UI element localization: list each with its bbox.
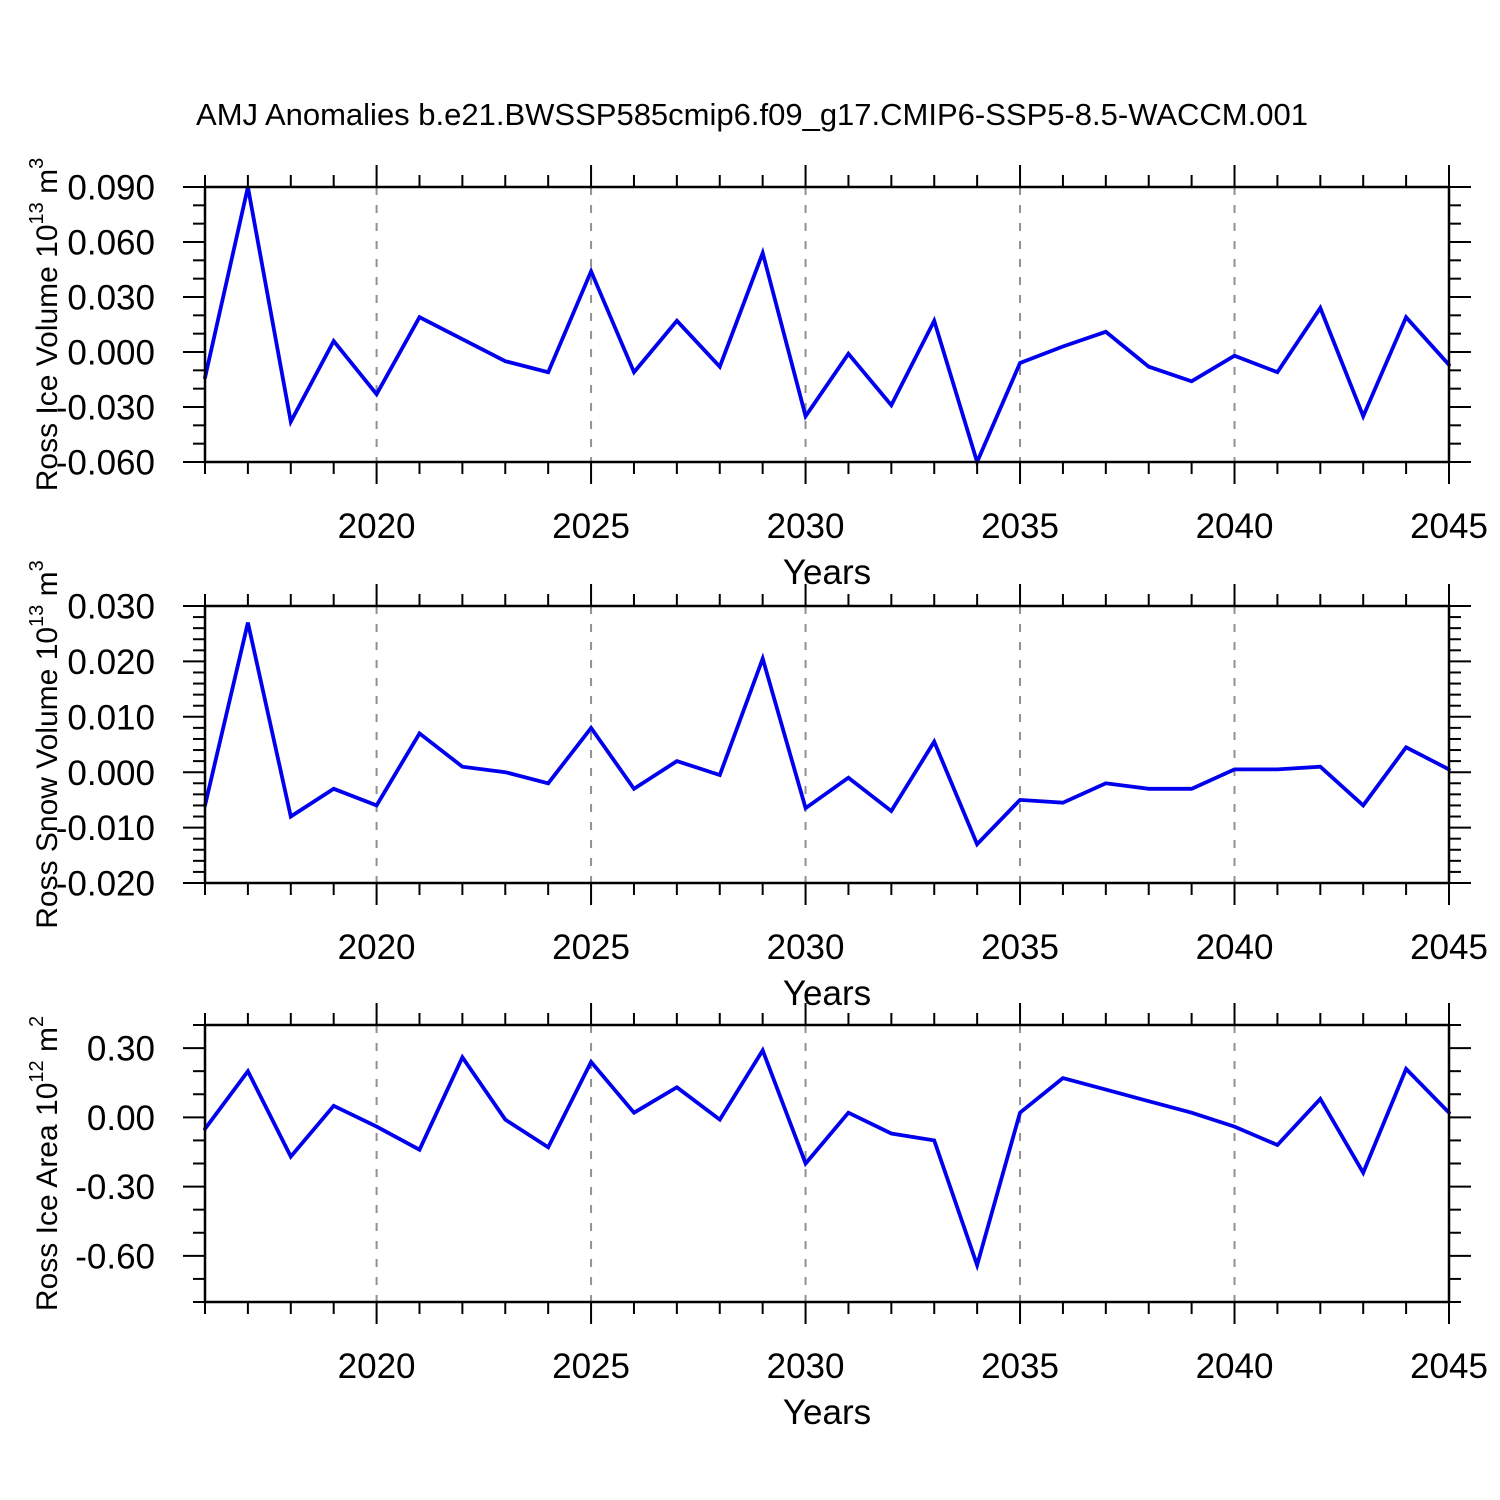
y-tick-label: 0.020 (67, 643, 155, 682)
y-axis-title-unit-exponent: 3 (26, 560, 48, 571)
y-axis-title-text: Ross Ice Volume 10 (31, 224, 64, 491)
y-axis-title-exponent: 13 (26, 605, 48, 627)
y-axis-title-unit-exponent: 3 (26, 158, 48, 169)
y-tick-label: -0.010 (56, 809, 155, 848)
y-axis-title-text: Ross Snow Volume 10 (31, 627, 64, 929)
chart-title: AMJ Anomalies b.e21.BWSSP585cmip6.f09_g1… (196, 97, 1308, 132)
y-tick-label: 0.010 (67, 698, 155, 737)
x-tick-label: 2035 (981, 1347, 1059, 1386)
panel-3-ross-ice-area: 0.30 0.00 -0.30 -0.60 2020 2025 2030 2035 2040 20… (26, 1003, 1488, 1432)
series-line (203, 1046, 1451, 1272)
y-tick-label: 0.30 (87, 1030, 155, 1069)
x-tick-label: 2025 (552, 1347, 630, 1386)
y-axis-title-text: Ross Ice Area 10 (31, 1083, 64, 1311)
y-axis-title: Ross Ice Area 1012 m2 (26, 1016, 64, 1311)
series-line (203, 622, 1451, 848)
x-tick-label: 2025 (552, 928, 630, 967)
ticks (183, 165, 1471, 484)
x-tick-label: 2045 (1410, 1347, 1488, 1386)
y-axis-title-exponent: 13 (26, 202, 48, 224)
y-tick-label: 0.060 (67, 224, 155, 263)
y-tick-label: -0.030 (56, 389, 155, 428)
x-tick-label: 2025 (552, 507, 630, 546)
y-axis-title-unit-exponent: 2 (26, 1016, 48, 1027)
y-tick-label: -0.30 (75, 1168, 155, 1207)
x-axis-title: Years (783, 974, 871, 1013)
x-axis-title: Years (783, 1393, 871, 1432)
y-tick-label: 0.030 (67, 588, 155, 627)
y-tick-label: 0.030 (67, 279, 155, 318)
x-tick-label: 2020 (338, 507, 416, 546)
y-tick-label: 0.090 (67, 169, 155, 208)
x-tick-label: 2020 (338, 928, 416, 967)
x-tick-label: 2040 (1196, 507, 1274, 546)
x-axis-title: Years (783, 553, 871, 592)
panel-1-ross-ice-volume: 0.090 0.060 0.030 0.000 -0.030 -0.060 2020 2025… (26, 158, 1488, 592)
plot-frame (203, 185, 1451, 464)
x-tick-label: 2030 (767, 507, 845, 546)
y-axis-title-exponent: 12 (26, 1060, 48, 1082)
x-tick-label: 2045 (1410, 928, 1488, 967)
y-tick-label: 0.00 (87, 1099, 155, 1138)
plot-frame (203, 604, 1451, 885)
x-tick-label: 2030 (767, 1347, 845, 1386)
x-tick-label: 2040 (1196, 928, 1274, 967)
ticks (183, 1003, 1471, 1324)
y-tick-label: -0.60 (75, 1237, 155, 1276)
series-line (203, 186, 1451, 468)
y-axis-title-unit: m (31, 571, 64, 604)
y-axis-title-unit: m (31, 169, 64, 202)
x-tick-label: 2045 (1410, 507, 1488, 546)
y-tick-label: 0.000 (67, 754, 155, 793)
x-tick-label: 2020 (338, 1347, 416, 1386)
panel-2-ross-snow-volume: 0.030 0.020 0.010 0.000 -0.010 -0.020 2020 2025… (26, 560, 1488, 1013)
ticks (183, 584, 1471, 905)
x-tick-label: 2040 (1196, 1347, 1274, 1386)
y-axis-title: Ross Snow Volume 1013 m3 (26, 560, 64, 929)
x-tick-label: 2035 (981, 928, 1059, 967)
y-axis-title-unit: m (31, 1027, 64, 1060)
y-tick-label: -0.020 (56, 865, 155, 904)
y-tick-label: -0.060 (56, 444, 155, 483)
y-axis-title: Ross Ice Volume 1013 m3 (26, 158, 64, 492)
x-tick-label: 2030 (767, 928, 845, 967)
y-tick-label: 0.000 (67, 334, 155, 373)
x-tick-label: 2035 (981, 507, 1059, 546)
